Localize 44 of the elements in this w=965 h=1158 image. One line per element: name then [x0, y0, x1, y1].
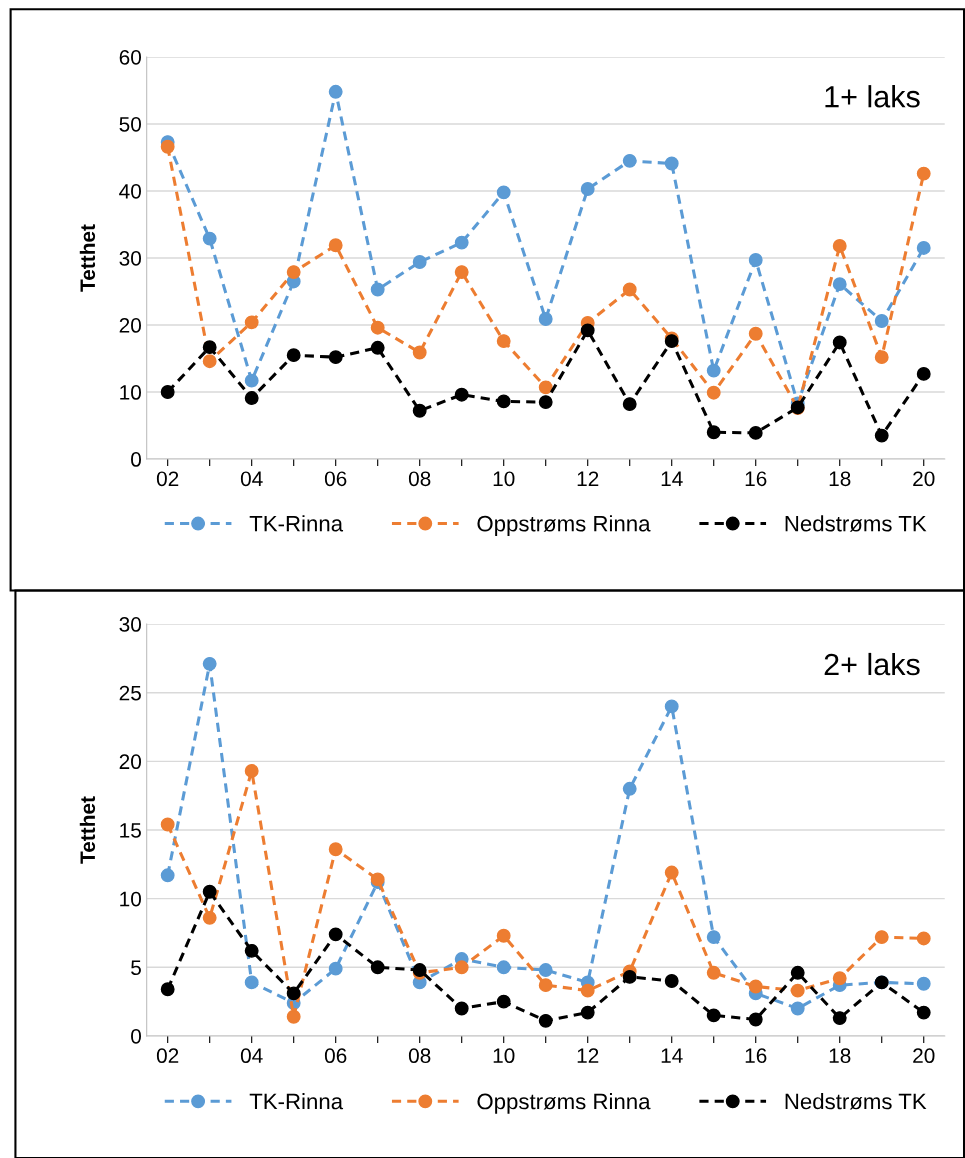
x-tick-label: 04 [240, 1048, 263, 1064]
x-tick-label: 06 [324, 1048, 347, 1064]
x-tick-label: 06 [324, 471, 347, 487]
annotation: 1+ laks [825, 85, 920, 108]
y-axis-title: Tetthet [79, 224, 96, 292]
y-tick-label: 20 [119, 318, 142, 333]
annotation: 2+ laks [824, 652, 920, 676]
legend-label: Nedstrøms TK [785, 515, 927, 532]
y-tick-label: 15 [120, 823, 141, 838]
y-tick-label: 30 [119, 617, 142, 632]
x-tick-label: 16 [745, 471, 767, 487]
legend-label: TK-Rinna [249, 1093, 344, 1110]
y-tick-label: 20 [119, 754, 142, 770]
y-tick-label: 25 [119, 685, 141, 701]
x-tick-label: 02 [156, 471, 179, 487]
x-tick-label: 08 [408, 1048, 431, 1064]
x-tick-label: 14 [661, 471, 683, 486]
x-tick-label: 04 [240, 471, 263, 487]
x-tick-label: 18 [829, 1048, 851, 1064]
x-tick-label: 12 [577, 1048, 599, 1063]
x-tick-label: 12 [577, 471, 599, 486]
x-tick-label: 08 [408, 471, 431, 487]
x-tick-label: 16 [745, 1048, 767, 1064]
y-tick-label: 50 [119, 116, 142, 132]
y-axis-title: Tetthet [79, 796, 96, 864]
legend-label: Nedstrøms TK [785, 1093, 927, 1110]
legend-label: Oppstrøms Rinna [477, 1093, 651, 1114]
x-tick-label: 02 [156, 1048, 179, 1064]
y-tick-label: 10 [120, 385, 142, 400]
legend-label: Oppstrøms Rinna [477, 515, 651, 536]
x-tick-label: 14 [661, 1048, 683, 1063]
y-tick-label: 0 [131, 1028, 142, 1044]
legend-label: TK-Rinna [249, 515, 344, 532]
y-tick-label: 30 [119, 251, 142, 266]
x-tick-label: 10 [493, 471, 515, 487]
y-tick-label: 5 [131, 960, 141, 976]
x-tick-label: 20 [913, 471, 935, 487]
x-tick-label: 18 [829, 471, 851, 487]
y-tick-label: 40 [119, 183, 142, 199]
x-tick-label: 10 [493, 1048, 515, 1064]
y-tick-label: 60 [119, 49, 142, 65]
x-tick-label: 20 [913, 1048, 935, 1064]
y-tick-label: 10 [120, 891, 142, 907]
y-tick-label: 0 [131, 452, 142, 467]
